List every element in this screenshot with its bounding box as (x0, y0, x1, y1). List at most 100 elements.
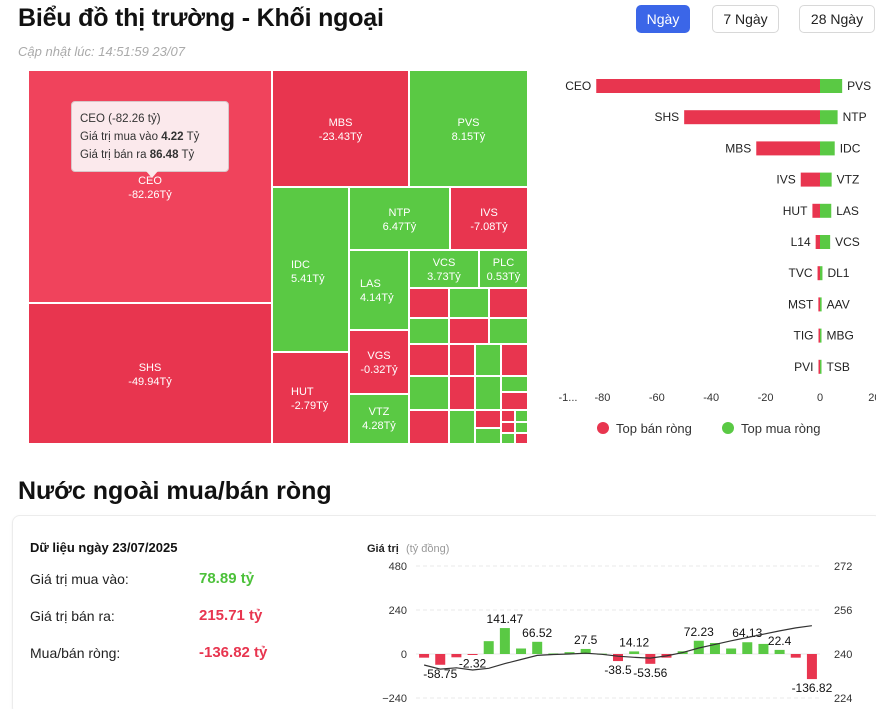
sell-bar (818, 359, 820, 374)
sell-ticker-label: L14 (791, 235, 811, 249)
buy-ticker-label: VTZ (837, 173, 860, 187)
treemap-cell-hut[interactable]: HUT -2.79Tỷ (272, 352, 349, 444)
net-buy-bar (532, 641, 543, 654)
treemap-cell-small[interactable] (515, 433, 528, 444)
sell-bar (818, 297, 820, 312)
net-flow-chart: Giá trị (tỷ đồng)4802400−240272256240224-… (367, 543, 852, 705)
treemap-cell-idc[interactable]: IDC 5.41Tỷ (272, 187, 349, 352)
sell-bar (596, 79, 820, 93)
treemap-cell-ntp[interactable]: NTP 6.47Tỷ (349, 187, 450, 250)
sell-ticker-label: CEO (565, 79, 591, 93)
treemap-cell-ivs[interactable]: IVS -7.08Tỷ (450, 187, 528, 250)
treemap-cell-las[interactable]: LAS 4.14Tỷ (349, 250, 409, 330)
legend-item-sell[interactable]: Top bán ròng (597, 421, 692, 436)
buy-bar (820, 266, 823, 281)
treemap-cell-small[interactable] (409, 344, 449, 376)
treemap-cell-small[interactable] (449, 410, 475, 444)
treemap-cell-small[interactable] (475, 344, 501, 376)
treemap-value: -49.94Tỷ (128, 376, 172, 388)
net-buy-bar (483, 641, 494, 654)
y-axis-title: Giá trị (367, 543, 399, 555)
treemap-cell-small[interactable] (449, 376, 475, 410)
treemap-cell-small[interactable] (501, 344, 528, 376)
y-right-tick-label: 256 (834, 605, 852, 617)
treemap-cell-vgs[interactable]: VGS -0.32Tỷ (349, 330, 409, 394)
treemap-ticker: VTZ (368, 406, 390, 418)
treemap-value: 3.73Tỷ (427, 271, 461, 283)
treemap-cell-small[interactable] (409, 376, 449, 410)
treemap-cell-small[interactable] (475, 376, 501, 410)
treemap-cell-small[interactable] (409, 288, 449, 318)
sell-ticker-label: IVS (776, 173, 795, 187)
buy-ticker-label: VCS (835, 235, 860, 249)
treemap-cell-small[interactable] (501, 376, 528, 392)
treemap-cell-small[interactable] (475, 428, 501, 444)
treemap-cell-small[interactable] (515, 410, 528, 422)
sell-ticker-label: HUT (783, 204, 808, 218)
treemap-cell-mbs[interactable]: MBS -23.43Tỷ (272, 70, 409, 187)
treemap-cell-small[interactable] (449, 288, 489, 318)
y-axis-unit: (tỷ đồng) (406, 543, 449, 555)
net-buy-bar (709, 643, 720, 654)
range-28-days-button[interactable]: 28 Ngày (799, 5, 875, 33)
net-bar-value-label: 14.12 (619, 635, 649, 649)
treemap-cell-small[interactable] (501, 422, 515, 433)
sell-bar (800, 172, 820, 187)
y-left-tick-label: 240 (389, 605, 407, 617)
legend-buy-dot (722, 422, 734, 434)
x-tick-label: -1... (559, 392, 578, 404)
treemap-cell-shs[interactable]: SHS -49.94Tỷ (28, 303, 272, 444)
treemap-cell-vcs[interactable]: VCS 3.73Tỷ (409, 250, 479, 288)
treemap-cell-small[interactable] (489, 288, 528, 318)
treemap-value: 0.53Tỷ (486, 271, 521, 283)
treemap-cell-plc[interactable]: PLC 0.53Tỷ (479, 250, 528, 288)
buy-bar (820, 359, 822, 374)
buy-ticker-label: LAS (836, 204, 859, 218)
x-tick-label: -60 (649, 392, 665, 404)
buy-bar (820, 328, 822, 343)
tooltip-buy-unit: Tỷ (186, 131, 200, 143)
sell-bar (815, 235, 820, 249)
tooltip-sell-row: Giá trị bán ra 86.48 Tỷ (80, 146, 220, 164)
sell-bar (684, 110, 820, 125)
treemap-ticker: PVS (457, 117, 480, 129)
treemap-cell-small[interactable] (501, 410, 515, 422)
range-day-button[interactable]: Ngày (636, 5, 690, 33)
treemap-ticker: IVS (480, 207, 498, 219)
range-7-days-button[interactable]: 7 Ngày (712, 5, 779, 33)
treemap-ticker: CEO (138, 175, 162, 187)
net-bar-value-label: -2.32 (459, 656, 487, 670)
x-tick-label: -40 (703, 392, 719, 404)
y-left-tick-label: −240 (382, 693, 407, 705)
net-buy-bar (693, 640, 704, 654)
x-tick-label: 20 (868, 392, 876, 404)
treemap-cell-small[interactable] (475, 410, 501, 428)
treemap-cell-pvs[interactable]: PVS 8.15Tỷ (409, 70, 528, 187)
net-sell-bar (790, 654, 801, 658)
legend-item-buy[interactable]: Top mua ròng (722, 421, 821, 436)
treemap-cell-small[interactable] (501, 392, 528, 410)
treemap-cell-small[interactable] (489, 318, 528, 344)
net-bar-value-label: -38.5 (604, 663, 632, 677)
treemap-ticker: LAS (360, 278, 381, 290)
net-buy-bar (758, 643, 769, 654)
sell-bar (812, 203, 820, 218)
treemap-cell-vtz[interactable]: VTZ 4.28Tỷ (349, 394, 409, 444)
treemap-cell-small[interactable] (409, 410, 449, 444)
net-value: -136.82 tỷ (199, 644, 268, 661)
data-date: Dữ liệu ngày 23/07/2025 (30, 540, 178, 555)
treemap-chart: CEO -82.26Tỷ SHS -49.94Tỷ MBS -23.43Tỷ PVS 8… (28, 70, 528, 444)
treemap-cell-small[interactable] (449, 344, 475, 376)
net-bar-value-label: 27.5 (574, 633, 598, 647)
net-sell-bar (451, 654, 462, 658)
tooltip-buy-label: Giá trị mua vào (80, 131, 158, 143)
treemap-cell-small[interactable] (515, 422, 528, 433)
treemap-cell-small[interactable] (409, 318, 449, 344)
treemap-cell-small[interactable] (449, 318, 489, 344)
buy-bar (820, 235, 831, 249)
buy-ticker-label: AAV (827, 297, 850, 311)
treemap-cell-small[interactable] (501, 433, 515, 444)
net-sell-bar (467, 654, 478, 655)
page-title: Biểu đồ thị trường - Khối ngoại (18, 4, 384, 32)
tooltip-sell-label: Giá trị bán ra (80, 149, 147, 161)
